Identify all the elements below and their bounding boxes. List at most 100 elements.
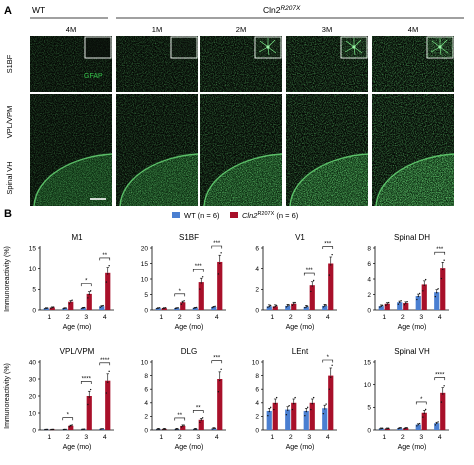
micrograph-tile (116, 94, 198, 150)
y-tick-label: 5 (32, 287, 36, 294)
data-point (101, 305, 103, 308)
astrocyte-process (439, 46, 449, 54)
y-tick-label: 0 (144, 307, 148, 314)
data-point (403, 427, 406, 430)
data-point (436, 422, 438, 425)
data-point (275, 304, 278, 307)
micrograph-tile (286, 94, 368, 150)
significance-stars: *** (195, 264, 203, 270)
x-tick-label: 3 (307, 314, 311, 321)
data-point (380, 305, 382, 307)
x-tick-label: 3 (307, 434, 311, 441)
data-point (194, 307, 196, 309)
data-point (437, 288, 439, 290)
significance-stars: **** (100, 358, 110, 364)
data-point (267, 306, 269, 308)
bar-cln2 (403, 428, 409, 430)
data-point (385, 428, 387, 430)
y-tick-label: 10 (141, 276, 149, 283)
data-point (291, 408, 294, 411)
data-point (68, 303, 71, 305)
data-point (158, 428, 161, 430)
bar-cln2 (403, 303, 409, 310)
data-point (294, 396, 296, 399)
significance-stars: ** (177, 413, 182, 419)
data-point (201, 417, 204, 419)
x-tick-label: 1 (159, 434, 163, 441)
data-point (180, 303, 183, 305)
significance-bracket (174, 293, 186, 297)
data-point (442, 393, 444, 395)
data-point (381, 304, 384, 307)
bar-wt (397, 428, 403, 430)
chart-vpl-vpm: VPL/VPM 0 10 20 30 40 1 2 * 3 **** 4 **** Age (mo) (29, 347, 114, 451)
data-point (174, 307, 177, 310)
data-point (71, 299, 73, 301)
data-point (293, 402, 295, 405)
bar-cln2 (291, 402, 297, 430)
x-tick-label: 4 (438, 434, 442, 441)
data-point (306, 305, 309, 308)
y-tick-label: 0 (255, 307, 259, 314)
spinal-edge (375, 153, 455, 207)
y-tick-label: 15 (141, 261, 149, 268)
x-tick-label: 1 (270, 434, 274, 441)
data-point (83, 306, 86, 309)
data-point (87, 403, 89, 406)
data-point (201, 276, 204, 278)
bar-wt (211, 306, 217, 310)
significance-stars: *** (306, 268, 314, 274)
data-point (387, 301, 390, 304)
x-tick-label: 1 (382, 434, 386, 441)
y-tick-label: 2 (255, 287, 259, 294)
significance-bracket (434, 377, 446, 381)
data-point (322, 306, 325, 308)
data-point (285, 414, 288, 416)
chart-title: DLG (181, 347, 197, 356)
significance-stars: **** (82, 376, 92, 382)
significance-stars: *** (324, 242, 332, 248)
significance-stars: * (67, 413, 70, 419)
data-point (416, 425, 418, 427)
data-point (213, 427, 215, 430)
bar-wt (285, 409, 291, 430)
x-tick-label: 1 (159, 314, 163, 321)
data-point (45, 307, 47, 310)
data-point (417, 295, 419, 298)
data-point (64, 428, 66, 431)
data-point (180, 426, 183, 428)
significance-bracket (322, 246, 334, 250)
bar-wt (62, 308, 68, 310)
y-axis-label: Immunoreactivity (%) (4, 246, 11, 312)
micrograph-texture (372, 94, 454, 150)
data-point (304, 306, 306, 309)
data-point (304, 415, 306, 417)
data-point (176, 428, 178, 431)
astrocyte-process (430, 46, 441, 53)
row-label: S1BF (5, 54, 14, 73)
data-point (406, 427, 408, 429)
astrocyte-process (259, 40, 269, 48)
data-point (183, 300, 185, 302)
bar-wt (155, 308, 161, 310)
bar-wt (378, 306, 384, 310)
data-point (108, 370, 110, 373)
group-label-cln2: Cln2R207X (263, 5, 301, 15)
astrocyte-body (438, 45, 442, 49)
bar-wt (397, 302, 403, 310)
astrocyte-process (353, 46, 363, 54)
micrograph-tile (372, 150, 455, 207)
data-point (443, 385, 445, 387)
bar-wt (303, 410, 309, 430)
y-tick-label: 0 (32, 307, 36, 314)
x-tick-label: 4 (326, 314, 330, 321)
data-point (311, 285, 313, 287)
y-tick-label: 15 (364, 359, 372, 366)
x-tick-label: 2 (66, 434, 70, 441)
bar-cln2 (272, 306, 278, 310)
data-point (405, 302, 407, 304)
inset-texture (171, 37, 197, 58)
spinal-edge (203, 153, 283, 207)
data-point (385, 304, 387, 307)
bar-cln2 (86, 396, 92, 430)
